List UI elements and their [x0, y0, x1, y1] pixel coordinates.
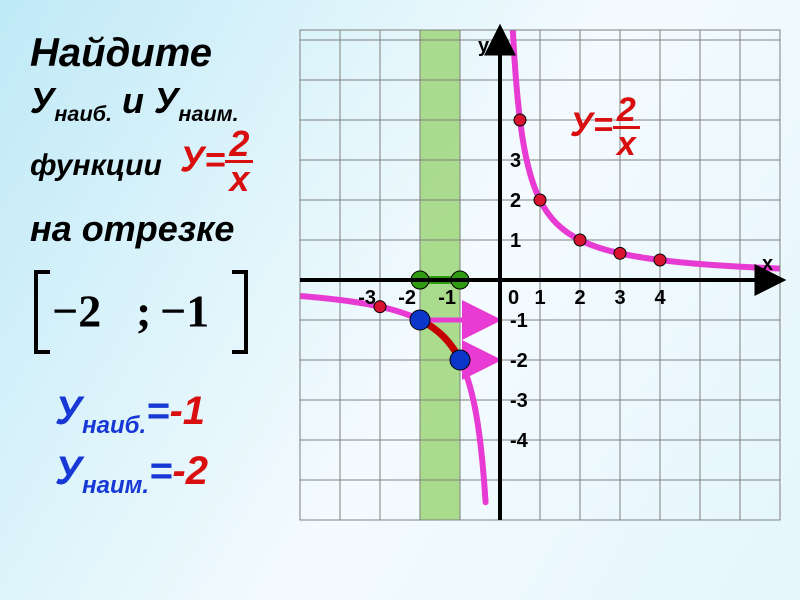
svg-text:0: 0 — [508, 287, 519, 309]
svg-text:4: 4 — [654, 287, 666, 309]
hyperbola-chart: -3-2-101234-4-3-2-1123ух — [0, 0, 800, 600]
svg-text:-1: -1 — [438, 287, 456, 309]
svg-text:3: 3 — [614, 287, 625, 309]
svg-text:-4: -4 — [510, 430, 529, 452]
svg-text:-3: -3 — [510, 390, 528, 412]
svg-text:-3: -3 — [358, 287, 376, 309]
svg-text:2: 2 — [574, 287, 585, 309]
svg-text:1: 1 — [534, 287, 545, 309]
svg-text:-1: -1 — [510, 310, 528, 332]
svg-text:х: х — [762, 253, 773, 275]
svg-text:3: 3 — [510, 150, 521, 172]
svg-text:-2: -2 — [510, 350, 528, 372]
svg-text:-2: -2 — [398, 287, 416, 309]
svg-text:у: у — [478, 35, 490, 57]
svg-text:1: 1 — [510, 230, 521, 252]
chart-equation-label: У= 2 х — [570, 95, 640, 159]
svg-text:2: 2 — [510, 190, 521, 212]
